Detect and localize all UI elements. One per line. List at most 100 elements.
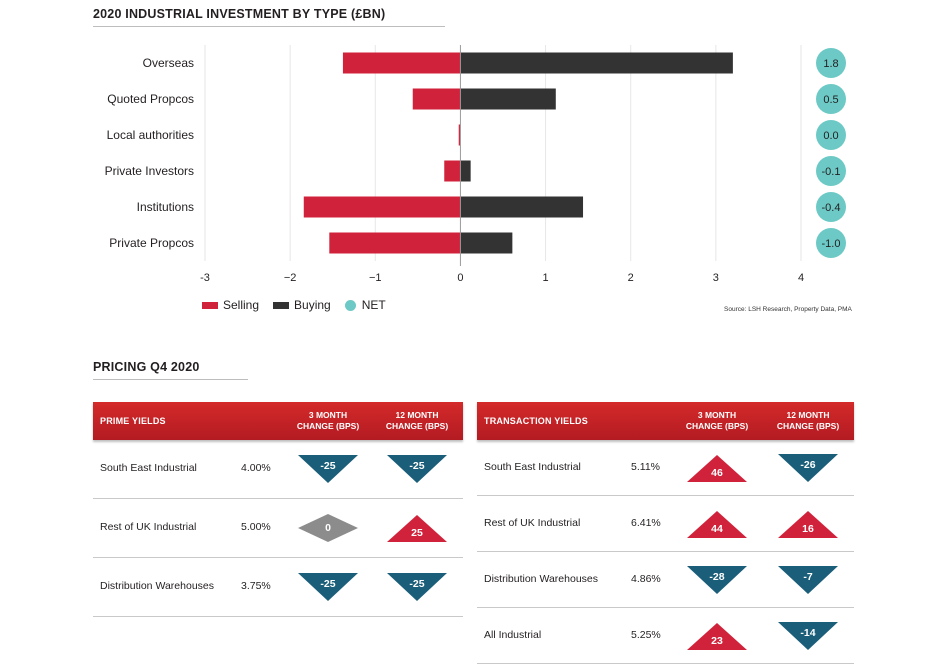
change-3m-badge: 23 xyxy=(685,620,749,652)
net-value-label: 1.8 xyxy=(823,58,838,70)
row-label: Distribution Warehouses xyxy=(484,573,598,585)
change-3m-badge: -25 xyxy=(296,453,360,485)
transaction-12m-heading-line2: CHANGE (BPS) xyxy=(776,421,840,431)
net-value-label: 0.0 xyxy=(823,130,838,142)
change-12m-value: -7 xyxy=(803,571,813,583)
change-12m-marker xyxy=(387,515,447,542)
x-tick-label: 3 xyxy=(713,272,719,284)
transaction-12m-heading-line1: 12 MONTH xyxy=(786,410,830,420)
change-12m-marker xyxy=(778,622,838,650)
prime-3m-heading-line1: 3 MONTH xyxy=(308,410,348,420)
yield-value: 6.41% xyxy=(631,517,661,529)
change-12m-badge: -14 xyxy=(776,620,840,652)
category-label: Private Propcos xyxy=(109,236,194,250)
change-12m-badge: -26 xyxy=(776,452,840,484)
transaction-yields-table: TRANSACTION YIELDS 3 MONTH CHANGE (BPS) … xyxy=(477,402,854,664)
legend-buying-swatch xyxy=(273,301,290,309)
prime-yields-table: PRIME YIELDS 3 MONTH CHANGE (BPS) 12 MON… xyxy=(93,402,463,617)
prime-yields-rows: South East Industrial 4.00% -25 -25 Rest of … xyxy=(93,440,463,617)
x-tick-label: 0 xyxy=(457,272,463,284)
prime-yields-header: PRIME YIELDS 3 MONTH CHANGE (BPS) 12 MON… xyxy=(93,402,463,440)
selling-bar xyxy=(444,160,461,182)
change-3m-badge: 0 xyxy=(296,512,360,544)
change-3m-marker xyxy=(298,573,358,601)
table-row: All Industrial 5.25% 23 -14 xyxy=(477,608,854,664)
x-tick-label: −1 xyxy=(369,272,382,284)
row-label: South East Industrial xyxy=(100,462,197,474)
x-tick-label: 2 xyxy=(628,272,634,284)
prime-3m-heading-line2: CHANGE (BPS) xyxy=(296,421,360,431)
change-12m-badge: 25 xyxy=(385,512,449,544)
net-marker xyxy=(816,156,846,186)
net-marker xyxy=(816,192,846,222)
legend-selling: Selling xyxy=(202,298,259,312)
change-3m-marker xyxy=(687,566,747,594)
net-value-label: -1.0 xyxy=(822,238,841,250)
pricing-title: PRICING Q4 2020 xyxy=(93,360,248,380)
change-3m-value: -28 xyxy=(709,571,725,583)
net-marker xyxy=(816,228,846,258)
table-row: Distribution Warehouses 3.75% -25 -25 xyxy=(93,558,463,617)
change-3m-badge: -25 xyxy=(296,571,360,603)
chart-title: 2020 INDUSTRIAL INVESTMENT BY TYPE (£BN) xyxy=(93,7,445,27)
transaction-yields-header: TRANSACTION YIELDS 3 MONTH CHANGE (BPS) … xyxy=(477,402,854,440)
yield-value: 3.75% xyxy=(241,580,271,592)
x-tick-label: −2 xyxy=(284,272,297,284)
change-3m-badge: 44 xyxy=(685,508,749,540)
change-12m-badge: 16 xyxy=(776,508,840,540)
net-value-label: -0.1 xyxy=(822,166,841,178)
transaction-3m-heading-line2: CHANGE (BPS) xyxy=(685,421,749,431)
row-label: All Industrial xyxy=(484,629,542,641)
net-value-label: -0.4 xyxy=(822,202,841,214)
change-12m-value: 16 xyxy=(802,523,814,535)
change-12m-badge: -25 xyxy=(385,571,449,603)
category-label: Private Investors xyxy=(105,164,194,178)
selling-bar xyxy=(458,124,461,146)
change-12m-marker xyxy=(387,573,447,601)
row-label: Distribution Warehouses xyxy=(100,580,214,592)
change-3m-value: 46 xyxy=(711,467,723,479)
legend-selling-label: Selling xyxy=(223,298,260,312)
category-label: Institutions xyxy=(137,200,194,214)
x-tick-label: 4 xyxy=(798,272,804,284)
change-3m-marker xyxy=(687,511,747,538)
prime-12m-heading: 12 MONTH CHANGE (BPS) xyxy=(372,410,462,432)
transaction-3m-heading-line1: 3 MONTH xyxy=(697,410,737,420)
yield-value: 5.11% xyxy=(631,461,660,473)
change-3m-value: 44 xyxy=(711,523,723,535)
selling-bar xyxy=(412,88,461,110)
change-12m-value: -25 xyxy=(409,460,425,472)
change-3m-marker xyxy=(687,623,747,650)
row-label: South East Industrial xyxy=(484,461,581,473)
buying-bar xyxy=(460,160,471,182)
yield-value: 5.00% xyxy=(241,521,271,533)
prime-yields-heading: PRIME YIELDS xyxy=(100,416,166,426)
category-label: Overseas xyxy=(143,56,194,70)
prime-12m-heading-line1: 12 MONTH xyxy=(395,410,439,420)
row-label: Rest of UK Industrial xyxy=(100,521,197,533)
table-row: South East Industrial 4.00% -25 -25 xyxy=(93,440,463,499)
change-12m-value: 25 xyxy=(411,527,423,539)
change-3m-badge: -28 xyxy=(685,564,749,596)
x-tick-label: -3 xyxy=(200,272,210,284)
buying-bar xyxy=(460,232,513,254)
change-3m-marker xyxy=(687,455,747,482)
net-marker xyxy=(816,120,846,150)
buying-bar xyxy=(460,52,733,74)
investment-bar-chart: Overseas 1.8 Quoted Propcos 0.5 Local author… xyxy=(105,45,846,284)
category-label: Quoted Propcos xyxy=(107,92,194,106)
source-note: Source: LSH Research, Property Data, PMA xyxy=(724,306,852,313)
change-12m-marker xyxy=(778,511,838,538)
x-tick-label: 1 xyxy=(543,272,549,284)
change-12m-value: -25 xyxy=(409,578,425,590)
yield-value: 5.25% xyxy=(631,629,661,641)
change-3m-badge: 46 xyxy=(685,452,749,484)
selling-bar xyxy=(342,52,461,74)
change-12m-marker xyxy=(387,455,447,483)
legend-net-dot xyxy=(344,299,356,311)
prime-12m-heading-line2: CHANGE (BPS) xyxy=(385,421,449,431)
table-row: Rest of UK Industrial 6.41% 44 16 xyxy=(477,496,854,552)
change-12m-badge: -25 xyxy=(385,453,449,485)
change-12m-value: -14 xyxy=(800,627,816,639)
yield-value: 4.00% xyxy=(241,462,271,474)
